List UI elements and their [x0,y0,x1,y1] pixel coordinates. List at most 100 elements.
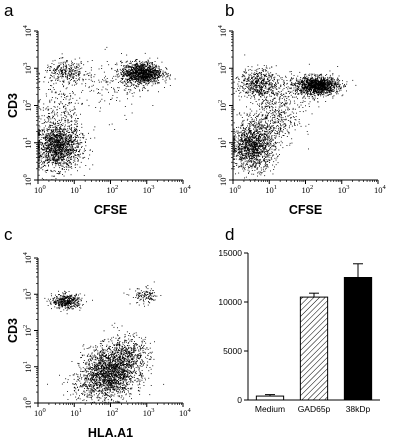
data-point [235,131,237,133]
data-point [53,158,55,159]
data-point [156,75,158,77]
data-point [77,155,79,157]
data-point [46,137,48,139]
data-point [47,129,48,131]
data-point [255,159,257,161]
data-point [43,164,45,166]
data-point [266,164,268,166]
data-point [47,138,48,140]
data-point [156,74,157,75]
data-point [149,77,150,78]
data-point [246,150,248,151]
data-point [255,142,257,144]
data-point [248,140,250,141]
data-point [138,67,140,69]
data-point [63,158,64,160]
data-point [110,99,111,100]
data-point [254,167,256,168]
data-point [134,69,136,70]
data-point [242,143,244,145]
data-point [57,130,59,132]
data-point [50,150,52,152]
data-point [92,84,94,86]
data-point [38,144,40,145]
data-point [76,149,78,150]
data-point [253,154,255,156]
data-point [76,137,77,138]
data-point [248,157,250,158]
data-point [138,77,139,79]
data-point [74,164,76,166]
data-point [47,106,49,108]
data-point [262,144,264,146]
data-point [239,166,241,167]
data-point [71,149,73,151]
data-point [153,69,155,71]
data-point [251,137,253,139]
data-point [45,138,46,140]
data-point [112,77,113,79]
data-point [266,156,268,158]
data-point [260,153,262,155]
data-point [125,78,127,80]
data-point [326,93,328,94]
data-point [48,154,49,156]
data-point [267,125,269,127]
data-point [130,67,132,69]
data-point [275,142,276,144]
data-point [133,83,135,85]
data-point [51,131,52,133]
data-point [152,81,153,83]
data-point [49,138,51,140]
data-point [255,146,257,147]
data-point [53,149,55,151]
data-point [67,157,68,158]
data-point [249,145,250,147]
data-point [148,61,150,63]
data-point [45,154,47,156]
data-point [257,156,259,158]
data-point [165,82,167,84]
data-point [136,69,138,71]
data-point [273,145,275,147]
data-point [92,150,93,152]
data-point [253,145,255,146]
data-point [61,137,63,138]
data-point [62,165,64,167]
data-point [69,146,71,148]
data-point [282,147,284,149]
data-point [140,68,142,70]
data-point [240,156,242,158]
data-point [64,74,66,76]
data-point [78,151,80,153]
data-point [239,112,241,114]
data-point [257,148,259,149]
data-point [68,134,70,136]
data-point [255,129,257,131]
data-point [55,126,57,128]
data-point [245,147,247,149]
data-point [68,143,70,145]
data-point [47,135,49,137]
data-point [168,77,170,79]
data-point [257,149,259,151]
data-point [253,137,255,138]
data-point [240,125,242,127]
data-point [160,75,161,77]
data-point [267,139,269,141]
data-point [85,165,87,166]
data-point [138,69,139,71]
data-point [63,148,65,149]
data-point [58,103,60,104]
data-point [63,74,64,75]
data-point [44,148,46,150]
data-point [50,144,52,146]
data-point [154,75,155,77]
data-point [258,135,260,137]
data-point [263,143,265,145]
x-tick-label: 102 [107,184,119,195]
data-point [57,147,59,149]
data-point [276,142,278,143]
data-point [249,125,251,127]
data-point [43,137,45,139]
